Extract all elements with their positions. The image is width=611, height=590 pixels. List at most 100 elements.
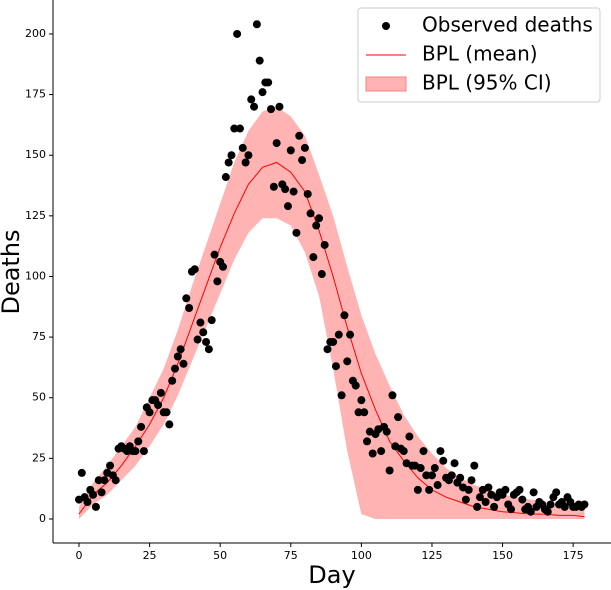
observed-point [247, 95, 256, 104]
observed-point [439, 456, 448, 465]
y-tick-label: 100 [25, 269, 46, 282]
observed-point [244, 151, 253, 160]
observed-point [518, 495, 527, 504]
observed-point [139, 447, 148, 456]
observed-point [399, 447, 408, 456]
observed-point [343, 357, 352, 366]
observed-point [543, 507, 552, 516]
y-tick-label: 50 [32, 391, 46, 404]
observed-point [298, 156, 307, 165]
observed-point [467, 476, 476, 485]
observed-point [272, 139, 281, 148]
legend-label: BPL (mean) [422, 42, 538, 66]
observed-point [182, 294, 191, 303]
observed-point [300, 143, 309, 152]
plot-area [74, 20, 589, 519]
observed-point [436, 447, 445, 456]
observed-point [131, 447, 140, 456]
observed-point [176, 345, 185, 354]
observed-point [430, 464, 439, 473]
observed-point [405, 432, 414, 441]
observed-point [134, 437, 143, 446]
observed-point [306, 209, 315, 218]
observed-point [137, 422, 146, 431]
observed-point [111, 476, 120, 485]
x-tick-label: 125 [421, 549, 442, 562]
observed-point [204, 345, 213, 354]
x-tick-label: 0 [75, 549, 82, 562]
observed-point [501, 485, 510, 494]
observed-point [354, 408, 363, 417]
observed-point [213, 277, 222, 286]
observed-point [382, 427, 391, 436]
y-tick-label: 0 [39, 512, 46, 525]
legend-box [357, 7, 601, 103]
observed-point [490, 502, 499, 511]
y-tick-label: 175 [25, 88, 46, 101]
x-tick-label: 25 [143, 549, 157, 562]
observed-point [202, 337, 211, 346]
observed-point [91, 502, 100, 511]
legend-marker [365, 76, 407, 92]
observed-point [337, 391, 346, 400]
observed-point [162, 408, 171, 417]
observed-point [173, 352, 182, 361]
observed-point [481, 498, 490, 507]
observed-point [416, 464, 425, 473]
legend-label: BPL (95% CI) [422, 71, 552, 95]
y-tick-label: 25 [32, 451, 46, 464]
observed-point [425, 485, 434, 494]
observed-point [283, 202, 292, 211]
observed-point [357, 396, 366, 405]
observed-point [303, 190, 312, 199]
observed-point [241, 158, 250, 167]
observed-point [377, 447, 386, 456]
observed-point [255, 56, 264, 65]
observed-point [77, 468, 86, 477]
x-tick-label: 75 [284, 549, 298, 562]
y-axis-label: Deaths [0, 229, 25, 314]
observed-point [170, 364, 179, 373]
observed-point [264, 78, 273, 87]
observed-point [199, 328, 208, 337]
axes: 0 25 50 75 100 125 150 175 0 25 50 75 100 125 150 175 20… [25, 0, 611, 562]
observed-point [317, 270, 326, 279]
observed-point [145, 408, 154, 417]
observed-point [473, 502, 482, 511]
observed-point [292, 228, 301, 237]
y-tick-label: 75 [32, 330, 46, 343]
observed-point [295, 131, 304, 140]
observed-point [334, 330, 343, 339]
legend-label: Observed deaths [422, 13, 593, 37]
observed-point [526, 507, 535, 516]
x-tick-label: 50 [213, 549, 227, 562]
observed-point [227, 151, 236, 160]
observed-point [309, 253, 318, 262]
observed-point [323, 345, 332, 354]
observed-point [363, 437, 372, 446]
observed-point [185, 303, 194, 312]
observed-point [580, 500, 589, 509]
observed-point [106, 461, 115, 470]
observed-point [346, 330, 355, 339]
observed-point [83, 498, 92, 507]
observed-point [461, 495, 470, 504]
y-tick-label: 150 [25, 148, 46, 161]
observed-point [168, 376, 177, 385]
observed-point [267, 105, 276, 114]
x-tick-label: 175 [563, 549, 584, 562]
observed-point [224, 158, 233, 167]
y-tick-label: 200 [25, 27, 46, 40]
observed-point [360, 408, 369, 417]
observed-point [388, 391, 397, 400]
observed-point [312, 221, 321, 230]
observed-point [250, 102, 259, 111]
legend-marker [382, 22, 390, 30]
observed-point [238, 143, 247, 152]
observed-point [447, 471, 456, 480]
observed-point [515, 485, 524, 494]
observed-point [529, 488, 538, 497]
observed-point [179, 359, 188, 368]
observed-point [94, 476, 103, 485]
